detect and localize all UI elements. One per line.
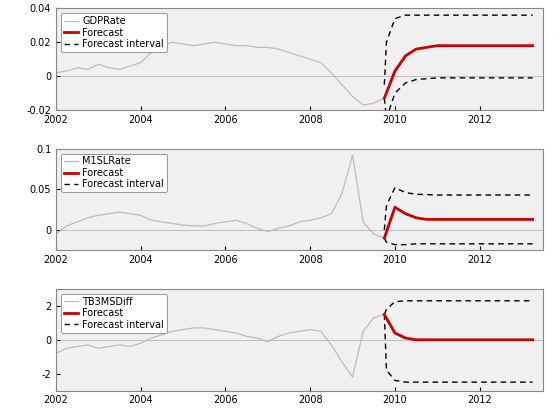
Legend: TB3MSDiff, Forecast, Forecast interval: TB3MSDiff, Forecast, Forecast interval xyxy=(61,294,167,333)
Legend: M1SLRate, Forecast, Forecast interval: M1SLRate, Forecast, Forecast interval xyxy=(61,154,167,192)
Legend: GDPRate, Forecast, Forecast interval: GDPRate, Forecast, Forecast interval xyxy=(61,13,167,52)
